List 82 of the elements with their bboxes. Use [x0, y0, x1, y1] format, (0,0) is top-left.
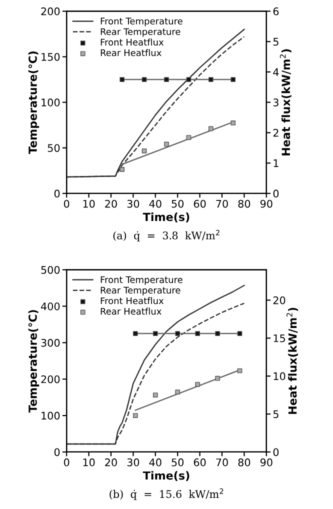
y-tick-label: 200	[41, 7, 60, 16]
legend-label: Front Heatflux	[100, 38, 164, 46]
x-tick-label: 10	[83, 458, 95, 466]
legend-label: Front Temperature	[100, 276, 182, 285]
x-tick-label: 60	[194, 458, 206, 466]
y2-tick-label: 20	[273, 296, 286, 304]
y-tick-label: 400	[40, 302, 60, 310]
legend-label: Rear Temperature	[100, 28, 180, 37]
y2-tick-label: 4	[273, 68, 279, 76]
x-tick-label: 10	[83, 200, 95, 208]
y2-tick-label: 2	[273, 128, 278, 137]
point	[152, 392, 158, 398]
point	[142, 148, 147, 154]
y2-tick-label: 10	[274, 372, 286, 380]
x-tick-label: 0	[64, 200, 70, 208]
point	[195, 331, 200, 336]
point	[208, 126, 214, 132]
y-axis-title: Temperature(℃)	[28, 310, 40, 413]
point	[120, 166, 125, 172]
x-tick-label: 20	[105, 458, 117, 466]
point	[132, 331, 138, 336]
x-tick-label: 80	[238, 200, 250, 208]
x-tick-label: 0	[64, 458, 70, 466]
point	[215, 331, 220, 336]
point	[164, 77, 169, 82]
legend-label: Front Temperature	[100, 18, 182, 26]
y-tick-label: 0	[54, 190, 60, 198]
y-tick-label: 0	[54, 448, 60, 456]
x-tick-label: 40	[149, 458, 162, 466]
y-tick-label: 150	[42, 52, 60, 61]
y2-axis-title: Heat flux(kW/m$^{2}$)	[280, 49, 292, 156]
x-axis-title: Time(s)	[142, 471, 190, 482]
x-tick-label: 90	[260, 458, 272, 466]
legend-label: Rear Heatflux	[100, 49, 162, 56]
point	[237, 331, 242, 336]
y2-tick-label: 1	[274, 159, 278, 168]
x-tick-label: 40	[149, 200, 162, 208]
point	[175, 331, 180, 336]
point	[186, 135, 192, 140]
y2-tick-label: 15	[274, 334, 285, 342]
text: (a) q̇ = 3.8 kW/m$^{2}$	[113, 230, 220, 242]
x-tick-label: 20	[105, 200, 117, 208]
x-tick-label: 50	[172, 458, 184, 466]
text: (b) q̇ = 15.6 kW/m$^{2}$	[110, 488, 224, 500]
x-axis-title: Time(s)	[142, 212, 190, 222]
point	[120, 77, 125, 82]
y-tick-label: 100	[42, 412, 60, 420]
x-tick-label: 90	[260, 200, 272, 208]
y2-axis-title: Heat flux(kW/m$^{2}$)	[286, 308, 298, 414]
point	[230, 120, 236, 126]
y-tick-label: 100	[42, 98, 60, 106]
x-tick-label: 30	[127, 200, 140, 208]
x-tick-label: 70	[216, 200, 228, 208]
legend-label: Front Heatflux	[100, 297, 164, 304]
point	[208, 77, 214, 82]
x-tick-label: 30	[127, 458, 140, 466]
y2-tick-label: 6	[273, 7, 279, 16]
y-tick-label: 300	[41, 338, 60, 347]
point	[132, 413, 138, 418]
legend-label: Rear Temperature	[100, 286, 180, 296]
x-tick-label: 60	[194, 200, 206, 208]
point	[142, 77, 147, 82]
y2-tick-label: 5	[273, 410, 278, 418]
point	[164, 142, 169, 147]
y2-tick-label: 3	[273, 98, 278, 106]
point	[195, 382, 200, 387]
y-tick-label: 500	[41, 266, 60, 274]
y-tick-label: 200	[41, 375, 60, 384]
y-tick-label: 50	[48, 144, 60, 152]
y2-tick-label: 0	[273, 190, 279, 198]
x-tick-label: 70	[216, 458, 228, 466]
y-axis-title: Temperature(℃)	[28, 51, 40, 154]
y2-tick-label: 0	[273, 448, 279, 456]
point	[152, 331, 158, 336]
y2-tick-label: 5	[273, 38, 278, 46]
legend-label: Rear Heatflux	[100, 308, 162, 315]
point	[215, 376, 220, 381]
x-tick-label: 80	[238, 458, 250, 466]
point	[186, 77, 192, 82]
x-tick-label: 50	[172, 200, 184, 208]
point	[175, 390, 180, 394]
point	[230, 77, 236, 82]
